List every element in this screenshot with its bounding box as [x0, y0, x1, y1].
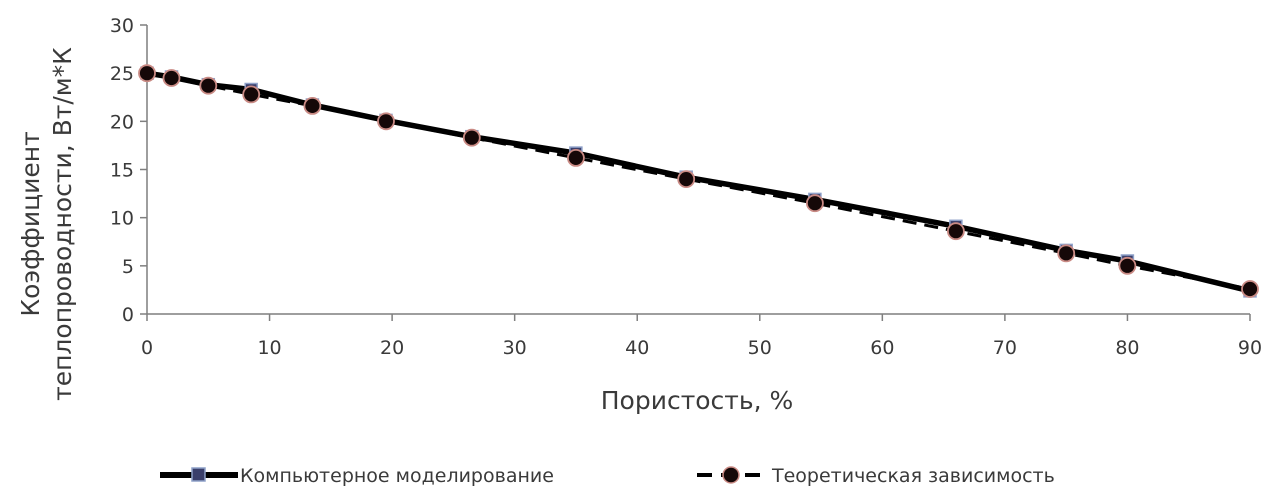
data-point-theoretical: [377, 112, 395, 131]
data-point-theoretical: [1118, 256, 1137, 275]
data-point-theoretical: [947, 222, 965, 241]
x-tick-label: 10: [257, 337, 281, 359]
legend-entry-series-1: Компьютерное моделирование: [160, 465, 554, 487]
data-point-theoretical: [462, 128, 481, 147]
x-tick-label: 90: [1238, 337, 1262, 359]
x-axis-title: Пористость, %: [601, 386, 794, 415]
y-axis-title-line-2: теплопроводности, Вт/м*К: [48, 47, 77, 401]
x-tick-label: 60: [870, 337, 894, 359]
data-point-theoretical: [199, 76, 218, 95]
data-point-theoretical: [567, 148, 585, 167]
axis-labels: Пористость, % Коэффициент теплопроводнос…: [16, 47, 793, 415]
y-tick-label: 20: [110, 111, 134, 133]
data-point-theoretical: [303, 97, 322, 115]
y-tick-label: 5: [122, 256, 134, 278]
legend-marker-series-1: [191, 467, 206, 482]
legend-label-series-2: Теоретическая зависимость: [771, 465, 1055, 487]
y-tick-label: 0: [122, 304, 134, 326]
x-tick-label: 50: [748, 337, 772, 359]
legend-label-series-1: Компьютерное моделирование: [240, 465, 554, 487]
axes: 0 5 10 15 20 25 30 0 10 20 30 40 50 60 70 80 90: [110, 15, 1262, 359]
data-point-theoretical: [242, 85, 261, 104]
data-point-theoretical: [1057, 244, 1076, 263]
data-point-theoretical: [677, 170, 696, 189]
y-tick-label: 30: [110, 15, 134, 37]
data-point-theoretical: [806, 194, 824, 213]
legend: Компьютерное моделирование Теоретическая…: [160, 465, 1055, 487]
data-point-theoretical: [162, 69, 181, 87]
legend-marker-series-2: [722, 466, 740, 484]
y-tick-label: 15: [110, 160, 134, 182]
x-tick-label: 20: [380, 337, 404, 359]
x-tick-label: 70: [993, 337, 1017, 359]
y-axis-title-line-1: Коэффициент: [16, 131, 45, 316]
y-tick-label: 25: [110, 63, 134, 85]
x-tick-label: 80: [1115, 337, 1139, 359]
y-tick-label: 10: [110, 208, 134, 230]
legend-entry-series-2: Теоретическая зависимость: [697, 465, 1055, 487]
data-point-theoretical: [1241, 280, 1259, 298]
x-tick-label: 0: [141, 337, 153, 359]
plot-area: [138, 64, 1259, 298]
x-tick-label: 40: [625, 337, 649, 359]
data-point-theoretical: [138, 64, 156, 83]
x-tick-label: 30: [503, 337, 527, 359]
